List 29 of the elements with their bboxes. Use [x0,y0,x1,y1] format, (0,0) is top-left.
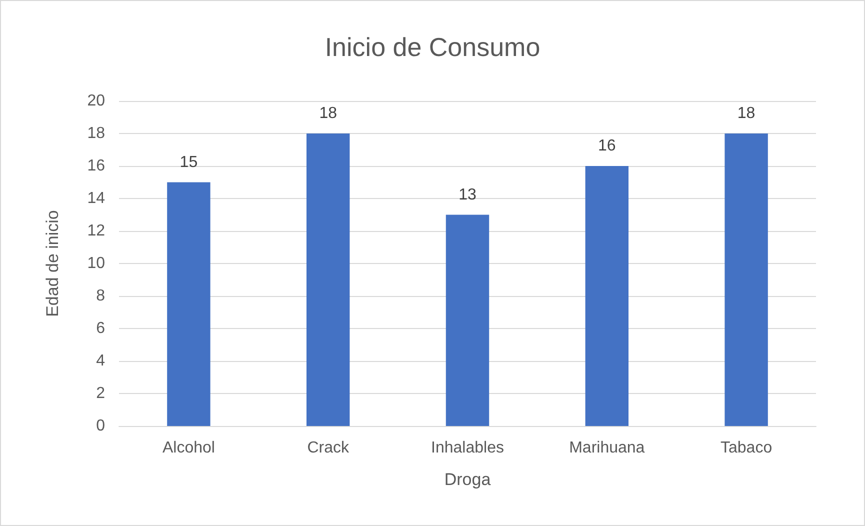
data-label: 13 [458,186,476,204]
bar [446,214,490,426]
x-axis-title: Droga [444,470,492,489]
bar [306,134,350,426]
x-tick-label: Tabaco [720,440,772,456]
chart-title: Inicio de Consumo [324,32,540,62]
data-label: 16 [598,138,616,154]
x-tick-label: Inhalables [431,440,504,456]
x-tick-label: Marihuana [569,440,645,456]
data-label: 15 [180,154,198,171]
bar [167,182,210,426]
y-tick-label: 10 [87,255,106,272]
y-tick-label: 2 [96,385,106,402]
x-tick-label: Crack [307,440,350,456]
y-tick-label: 12 [87,222,106,240]
bar [585,166,629,426]
y-tick-label: 6 [96,320,106,337]
data-label: 18 [737,105,756,122]
y-tick-label: 20 [87,92,106,110]
x-tick-label: Alcohol [162,440,215,456]
bar [724,134,768,426]
y-tick-label: 18 [87,125,106,142]
data-label: 18 [319,105,338,122]
y-tick-label: 8 [96,288,106,304]
y-tick-label: 14 [87,190,106,207]
y-tick-label: 0 [96,418,106,434]
y-axis-title: Edad de inicio [43,210,62,317]
y-tick-label: 4 [96,352,106,370]
y-tick-label: 16 [87,158,106,174]
